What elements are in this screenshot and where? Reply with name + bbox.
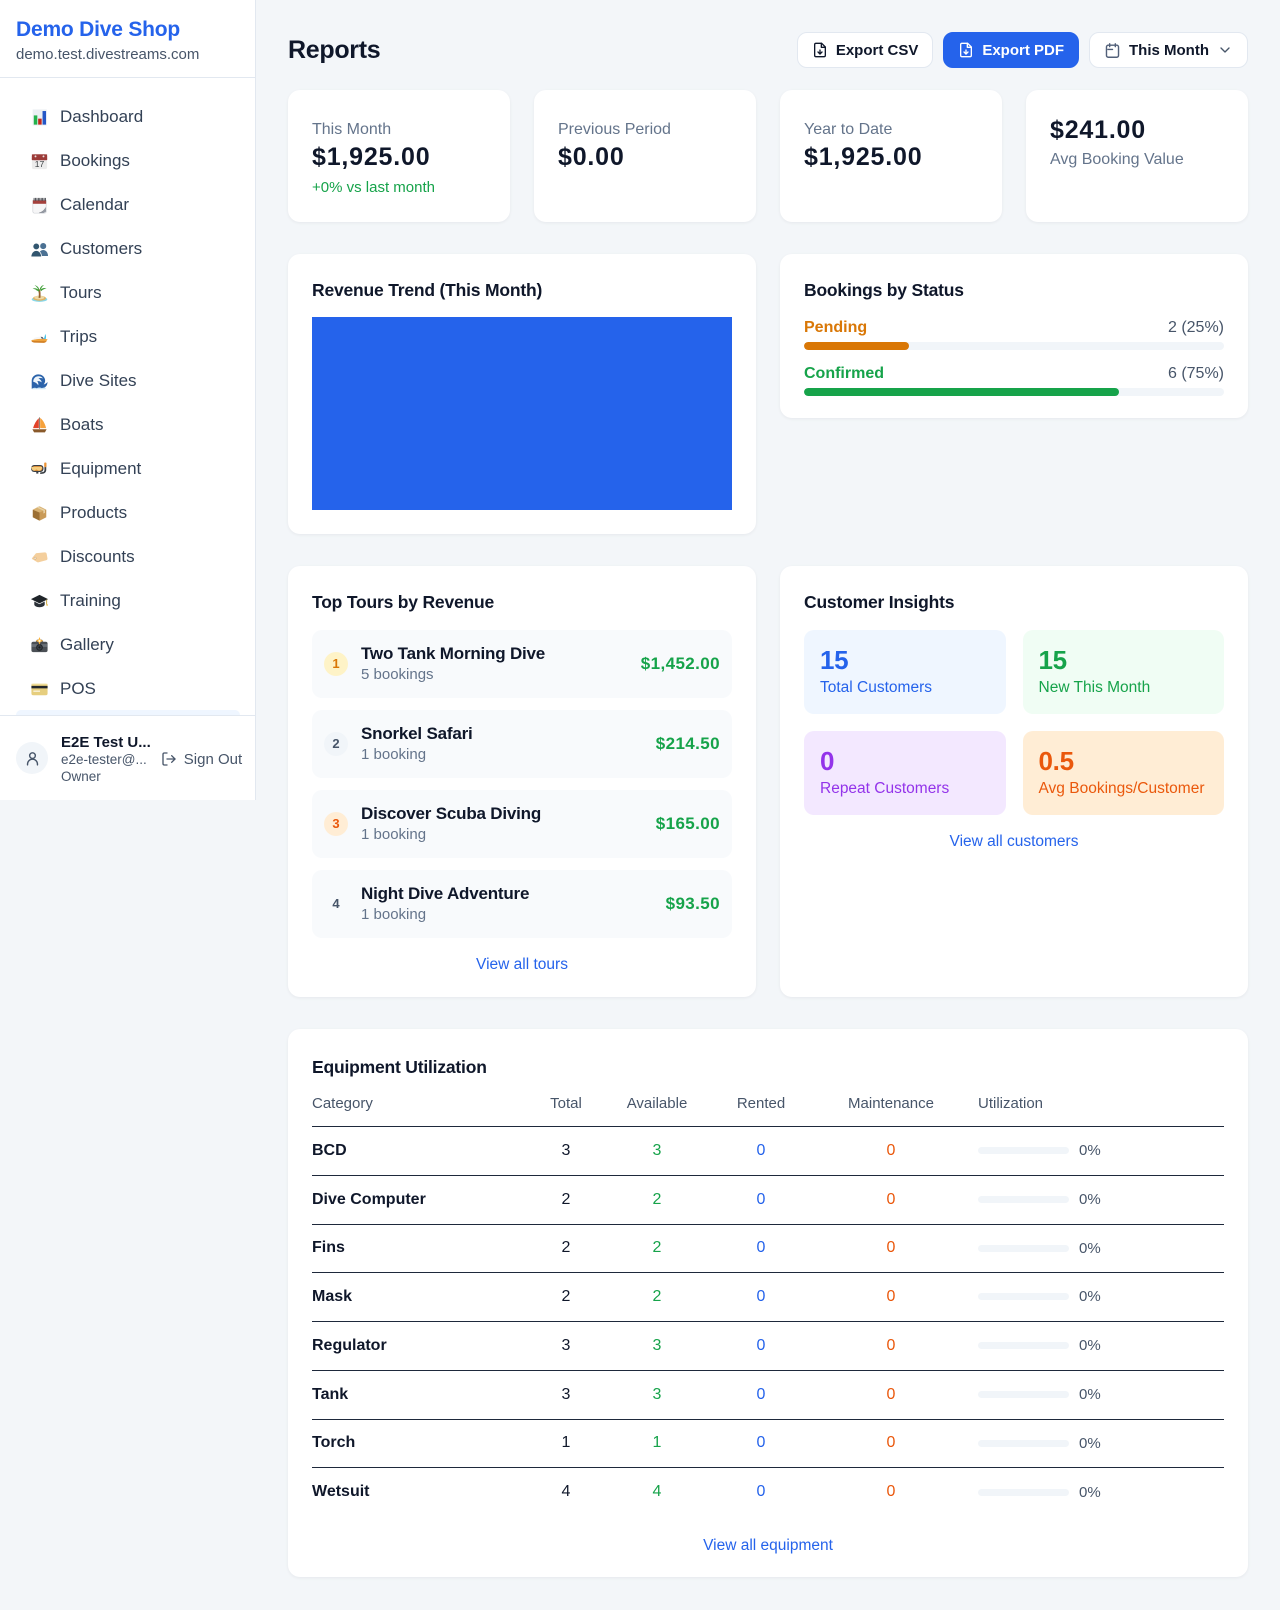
- svg-text:17: 17: [35, 159, 45, 169]
